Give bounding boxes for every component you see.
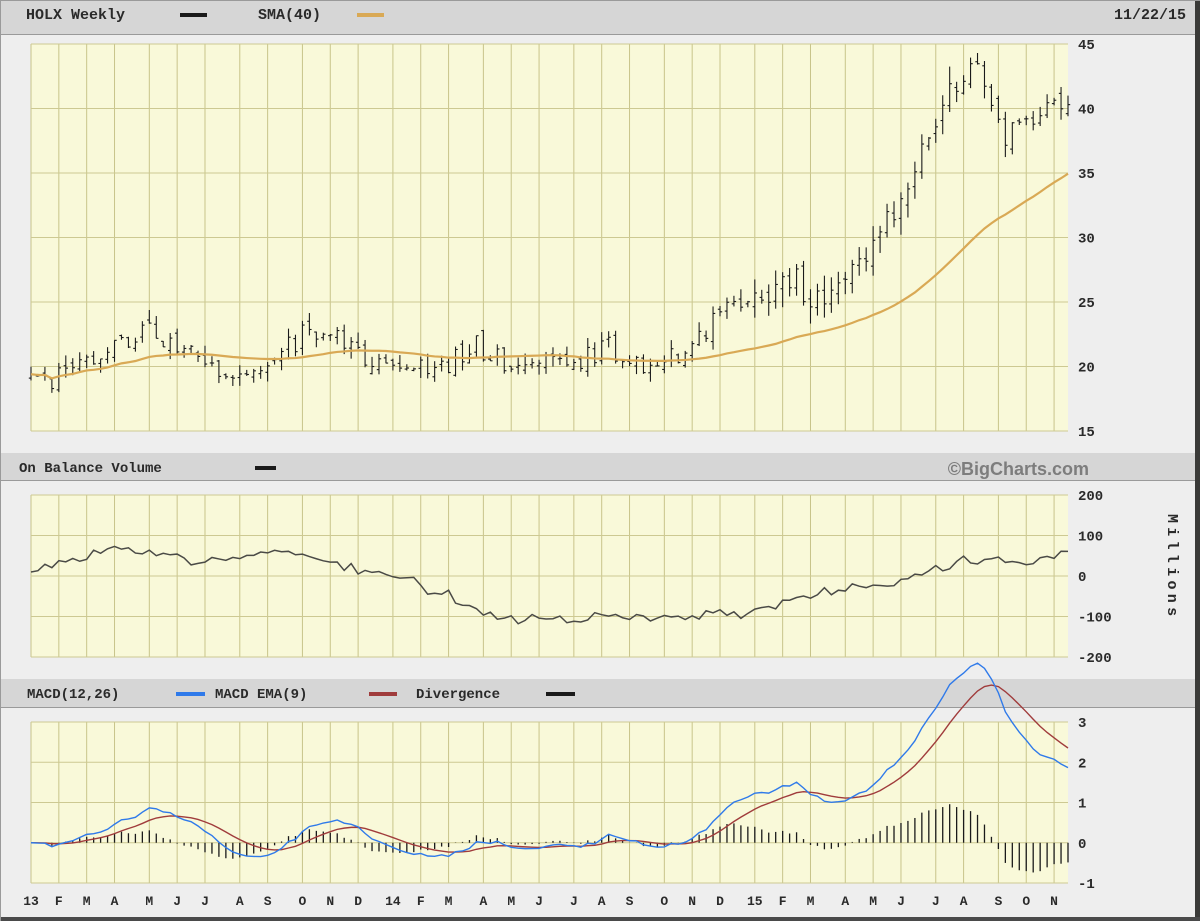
svg-text:100: 100 — [1078, 530, 1103, 546]
svg-text:M: M — [445, 894, 453, 909]
svg-text:A: A — [479, 894, 487, 909]
svg-text:S: S — [626, 894, 634, 909]
svg-text:25: 25 — [1078, 296, 1095, 312]
svg-text:40: 40 — [1078, 103, 1095, 119]
svg-text:O: O — [1022, 894, 1030, 909]
svg-text:J: J — [535, 894, 543, 909]
svg-text:0: 0 — [1078, 837, 1086, 853]
svg-text:13: 13 — [23, 894, 39, 909]
svg-text:15: 15 — [1078, 425, 1095, 441]
svg-text:J: J — [932, 894, 940, 909]
svg-text:J: J — [570, 894, 578, 909]
svg-text:F: F — [417, 894, 425, 909]
svg-text:F: F — [779, 894, 787, 909]
svg-text:M: M — [807, 894, 815, 909]
svg-text:J: J — [897, 894, 905, 909]
svg-text:O: O — [299, 894, 307, 909]
svg-text:N: N — [688, 894, 696, 909]
svg-text:20: 20 — [1078, 361, 1095, 377]
svg-text:1: 1 — [1078, 797, 1086, 813]
svg-text:D: D — [716, 894, 724, 909]
svg-text:15: 15 — [747, 894, 763, 909]
svg-text:A: A — [598, 894, 606, 909]
svg-text:0: 0 — [1078, 570, 1086, 586]
svg-text:M: M — [507, 894, 515, 909]
svg-text:-1: -1 — [1078, 877, 1095, 893]
svg-text:S: S — [994, 894, 1002, 909]
svg-text:F: F — [55, 894, 63, 909]
svg-text:A: A — [236, 894, 244, 909]
svg-text:-100: -100 — [1078, 611, 1112, 627]
svg-text:2: 2 — [1078, 756, 1086, 772]
svg-text:3: 3 — [1078, 716, 1086, 732]
svg-text:J: J — [173, 894, 181, 909]
svg-text:-200: -200 — [1078, 651, 1112, 667]
svg-text:A: A — [841, 894, 849, 909]
svg-text:O: O — [660, 894, 668, 909]
svg-text:S: S — [264, 894, 272, 909]
svg-text:35: 35 — [1078, 167, 1095, 183]
svg-text:J: J — [201, 894, 209, 909]
svg-text:M: M — [869, 894, 877, 909]
svg-text:A: A — [960, 894, 968, 909]
svg-text:45: 45 — [1078, 38, 1095, 54]
svg-text:M: M — [83, 894, 91, 909]
svg-text:N: N — [1050, 894, 1058, 909]
svg-text:30: 30 — [1078, 232, 1095, 248]
svg-text:M: M — [145, 894, 153, 909]
svg-text:A: A — [111, 894, 119, 909]
svg-text:N: N — [326, 894, 334, 909]
svg-text:D: D — [354, 894, 362, 909]
svg-text:200: 200 — [1078, 489, 1103, 505]
svg-text:14: 14 — [385, 894, 401, 909]
